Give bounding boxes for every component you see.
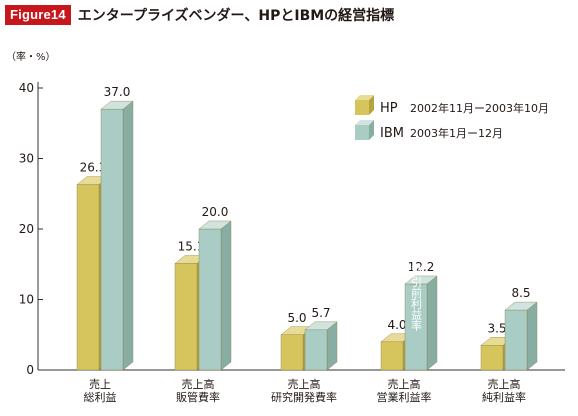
bar-value-label: 37.0: [104, 85, 131, 99]
bar-side-face: [122, 100, 134, 371]
bar-value-label: 5.7: [311, 306, 330, 320]
legend-swatch-side: [369, 95, 374, 115]
bar-front-face: [100, 108, 124, 371]
y-tick-label: 0: [26, 363, 34, 377]
bar-ibm-2: [304, 321, 338, 371]
bar-value-label: 12.2: [408, 260, 435, 274]
bar-ibm-3: [404, 275, 438, 371]
bar-front-face: [304, 329, 328, 371]
bar-top-face: [198, 220, 232, 230]
bar-value-label: 20.0: [202, 205, 229, 219]
legend-swatch-front: [355, 100, 369, 115]
y-tick-label: 10: [19, 293, 34, 307]
legend-swatch-front: [355, 125, 369, 140]
bar-ibm-1: [198, 220, 232, 371]
category-label: 販管費率: [176, 390, 220, 404]
bar-front-face: [198, 228, 222, 371]
bar-front-face: [174, 263, 198, 371]
legend-series-name: IBM: [380, 126, 404, 141]
y-tick-label: 40: [19, 81, 34, 95]
bar-ibm-4: [504, 301, 538, 371]
bar-front-face: [380, 341, 404, 371]
bars-group: 26.3 37.0 15.1 20.0 5.0 5.7 4.0 12.2 3.5 8.5 税引前利益…: [76, 85, 538, 371]
y-tick-label: 20: [19, 222, 34, 236]
legend-series-name: HP: [380, 101, 398, 116]
legend-series-period: 2002年11月ー2003年10月: [410, 101, 549, 115]
legend-swatch-top: [355, 120, 374, 125]
category-label: 純利益率: [482, 390, 526, 404]
bar-front-face: [480, 345, 504, 371]
bar-value-label: 4.0: [387, 318, 406, 332]
bar-value-label: 3.5: [487, 321, 506, 335]
figure-header: Figure14 エンタープライズベンダー、HPとIBMの経営指標: [5, 4, 394, 26]
bar-ibm-0: [100, 100, 134, 371]
y-tick-label: 30: [19, 152, 34, 166]
bar-front-face: [76, 184, 100, 371]
category-label: 売上高: [288, 377, 321, 391]
bar-side-face: [326, 321, 338, 371]
y-axis-unit-label: （率・%）: [6, 50, 56, 63]
bar-value-label: 5.0: [287, 311, 306, 325]
figure-title: エンタープライズベンダー、HPとIBMの経営指標: [77, 8, 395, 24]
bar-side-face: [526, 301, 538, 371]
legend-swatch-hp: [355, 95, 374, 115]
bar-value-label: 15.1: [178, 240, 205, 254]
category-label: 売上高: [488, 377, 521, 391]
bar-top-face: [404, 275, 438, 285]
bar-top-face: [100, 100, 134, 110]
bar-side-face: [220, 220, 232, 371]
bar-side-face: [426, 275, 438, 371]
bar-value-label: 8.5: [511, 286, 530, 300]
bar-value-label: 26.3: [80, 161, 107, 175]
legend-swatch-side: [369, 120, 374, 140]
bar-front-face: [504, 309, 528, 371]
legend: HP 2002年11月ー2003年10月 IBM 2003年1月ー12月: [355, 95, 549, 141]
category-label: 売上高: [388, 377, 421, 391]
legend-swatch-top: [355, 95, 374, 100]
legend-series-period: 2003年1月ー12月: [410, 126, 503, 140]
category-label: 研究開発費率: [271, 390, 337, 404]
category-label: 営業利益率: [377, 390, 432, 404]
category-label: 売上: [89, 378, 111, 391]
bar-top-face: [504, 301, 538, 311]
category-label: 売上高: [182, 377, 215, 391]
bar-front-face: [280, 334, 304, 371]
pretax-annotation: 税引前利益率: [410, 264, 423, 332]
legend-swatch-ibm: [355, 120, 374, 140]
figure-tag: Figure14: [5, 5, 71, 25]
category-label: 総利益: [84, 390, 117, 404]
bar-top-face: [304, 321, 338, 331]
